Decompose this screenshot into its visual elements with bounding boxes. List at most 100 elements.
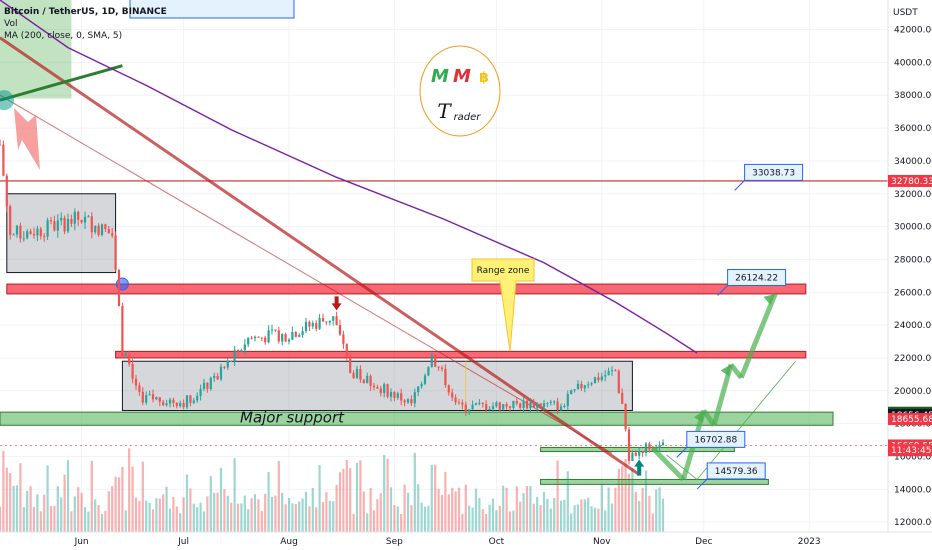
ma-legend[interactable]: MA (200, close, 0, SMA, 5) xyxy=(4,31,123,41)
candle-body xyxy=(32,234,36,236)
candle-body xyxy=(83,216,87,223)
price-axis-tag-bg xyxy=(888,413,932,426)
symbol-title[interactable]: Bitcoin / TetherUS, 1D, BINANCE xyxy=(4,7,167,17)
volume-bar xyxy=(281,492,284,532)
volume-bar xyxy=(9,473,12,532)
volume-bar xyxy=(240,503,243,532)
candle-body xyxy=(546,402,549,404)
volume-bar xyxy=(427,505,430,532)
candle-body xyxy=(641,451,644,454)
volume-bar xyxy=(12,485,15,532)
price-tags: 33038.7332780.3326124.2218664.4318656.45… xyxy=(676,163,932,490)
descending-trendline-thick xyxy=(0,36,641,476)
candle-body xyxy=(638,451,641,456)
candle-body xyxy=(199,388,202,396)
candle-body xyxy=(413,392,416,404)
volume-bar xyxy=(583,499,586,532)
volume-bar xyxy=(185,474,189,532)
price-tick-label: 36000.00 xyxy=(894,124,932,134)
candle-body xyxy=(597,377,600,381)
volume-bar xyxy=(634,491,637,532)
volume-bar xyxy=(566,471,569,532)
gray-box-zone xyxy=(6,193,117,274)
candle-body xyxy=(226,360,229,368)
volume-bar xyxy=(128,448,131,532)
candle-body xyxy=(519,403,522,408)
logo-word-rader: rader xyxy=(454,112,482,123)
volume-bar xyxy=(644,470,648,532)
candle-body xyxy=(474,403,478,405)
volume-bar xyxy=(5,467,8,532)
price-axis-unit: USDT xyxy=(893,8,918,18)
volume-bar xyxy=(43,494,46,532)
candle-body xyxy=(406,399,410,403)
candle-body xyxy=(185,395,189,408)
candle-body xyxy=(556,401,559,410)
time-tick-label: Jun xyxy=(74,537,89,547)
volume-bar xyxy=(117,477,121,532)
volume-bar xyxy=(485,513,488,532)
volume-bar xyxy=(505,487,508,532)
price-tick-label: 38000.00 xyxy=(894,91,932,101)
candle-body xyxy=(155,397,158,400)
red-down-arrow xyxy=(14,108,40,170)
volume-bar xyxy=(111,486,114,532)
projection-arrowhead xyxy=(693,410,704,423)
time-axis[interactable]: Jun Jul Aug Sep Oct Nov Dec 2023 xyxy=(0,531,932,550)
candle-body xyxy=(233,349,236,362)
volume-bar xyxy=(437,488,440,532)
candle-body xyxy=(451,392,454,398)
candle-body xyxy=(274,329,277,331)
candle-body xyxy=(617,370,620,393)
candle-body xyxy=(532,402,535,408)
volume-bar xyxy=(32,506,36,532)
volume-bar xyxy=(546,498,549,532)
volume-bar xyxy=(19,463,22,532)
volume-bar xyxy=(587,497,590,532)
volume-bar xyxy=(80,492,83,532)
candle-body xyxy=(372,385,376,388)
volume-bar xyxy=(213,492,216,532)
volume-bar xyxy=(165,486,168,532)
candle-body xyxy=(488,408,491,410)
green-band-zone xyxy=(540,478,769,485)
candle-body xyxy=(525,400,529,409)
blue-note-box xyxy=(129,0,295,19)
volume-bar xyxy=(488,504,491,532)
price-tick-label: 32000.00 xyxy=(894,190,932,200)
volume-bar xyxy=(26,490,29,532)
candle-body xyxy=(206,382,209,390)
volume-bar xyxy=(539,505,542,532)
volume-bar xyxy=(447,494,450,532)
volume-bar xyxy=(53,505,56,532)
volume-bar xyxy=(444,471,447,532)
candle-body xyxy=(478,402,481,404)
volume-legend[interactable]: Vol xyxy=(4,19,18,29)
volume-bar xyxy=(345,460,348,532)
candle-body xyxy=(389,392,393,397)
candle-body xyxy=(287,339,291,342)
chart-legend: Bitcoin / TetherUS, 1D, BINANCE Vol MA (… xyxy=(4,6,167,42)
volume-bar xyxy=(349,467,352,532)
volume-bar xyxy=(604,510,607,532)
candle-body xyxy=(39,228,42,237)
volume-bar xyxy=(77,487,80,532)
volume-bar xyxy=(66,460,70,532)
pivot-circle xyxy=(0,90,14,111)
price-tick-label: 26000.00 xyxy=(894,288,932,298)
candle-body xyxy=(434,354,437,367)
volume-bar xyxy=(264,493,267,532)
candle-body xyxy=(46,220,49,237)
volume-bar xyxy=(70,511,73,532)
candle-body xyxy=(437,366,440,368)
volume-bar xyxy=(556,460,559,532)
price-callout-pointer xyxy=(717,285,728,296)
volume-bar xyxy=(94,499,97,532)
candle-body xyxy=(26,231,29,239)
candle-body xyxy=(223,366,226,368)
candle-body xyxy=(379,388,382,393)
candle-body xyxy=(104,224,107,230)
volume-bar xyxy=(15,485,19,532)
candle-body xyxy=(658,445,661,449)
